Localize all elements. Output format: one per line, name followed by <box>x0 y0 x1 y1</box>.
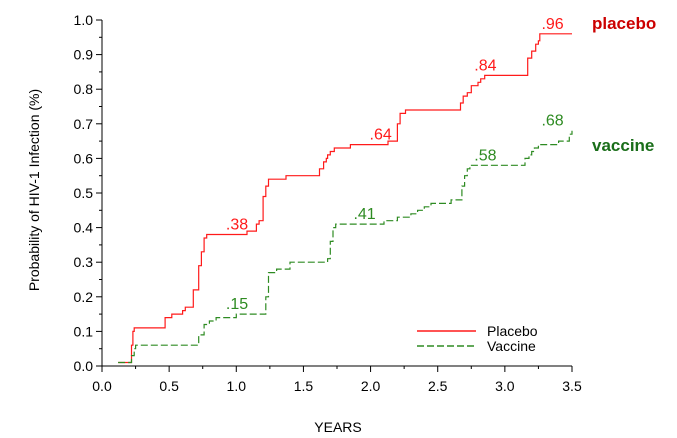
value-annotation: .58 <box>474 147 496 164</box>
x-tick-label: 1.5 <box>294 378 314 394</box>
value-annotation: .38 <box>226 217 248 234</box>
series-line-placebo <box>118 33 572 364</box>
y-tick-label: 0.4 <box>74 220 94 236</box>
x-tick-label: 2.0 <box>361 378 381 394</box>
value-annotation: .68 <box>541 113 563 130</box>
series-group <box>118 33 573 364</box>
y-tick-label: 0.7 <box>74 116 94 132</box>
side-label-vaccine: vaccine <box>592 136 654 155</box>
x-tick-label: 2.5 <box>428 378 448 394</box>
y-tick-label: 0.0 <box>74 358 94 374</box>
annotations-group: .38 .64 .84 .96 .15 .41 .58 .68 <box>226 16 564 313</box>
value-annotation: .41 <box>353 206 375 223</box>
y-tick-label: 0.6 <box>74 150 94 166</box>
y-axis-label: Probability of HIV-1 Infection (%) <box>26 89 42 291</box>
side-label-placebo: placebo <box>592 14 656 33</box>
y-tick-label: 0.3 <box>74 254 94 270</box>
y-tick-label: 0.9 <box>74 47 94 63</box>
x-tick-label: 0.0 <box>92 378 112 394</box>
x-tick-label: 3.5 <box>562 378 582 394</box>
value-annotation: .15 <box>226 296 248 313</box>
x-tick-label: 3.0 <box>495 378 515 394</box>
y-tick-label: 0.5 <box>74 185 94 201</box>
y-tick-label: 0.1 <box>74 323 94 339</box>
x-tick-label: 1.0 <box>227 378 247 394</box>
y-tick-label: 1.0 <box>74 12 94 28</box>
axes: 0.0 0.1 0.2 0.3 0.4 0.5 0.6 0.7 0.8 0.9 1.0 0.0 0.5 1… <box>74 12 582 394</box>
value-annotation: .96 <box>541 16 563 33</box>
y-tick-label: 0.2 <box>74 289 94 305</box>
x-axis-label: YEARS <box>314 419 361 435</box>
legend-label-placebo: Placebo <box>487 323 538 339</box>
legend-label-vaccine: Vaccine <box>487 338 536 354</box>
y-tick-label: 0.8 <box>74 81 94 97</box>
series-line-vaccine <box>118 130 573 364</box>
value-annotation: .84 <box>474 57 496 74</box>
x-tick-label: 0.5 <box>159 378 179 394</box>
value-annotation: .64 <box>370 127 392 144</box>
